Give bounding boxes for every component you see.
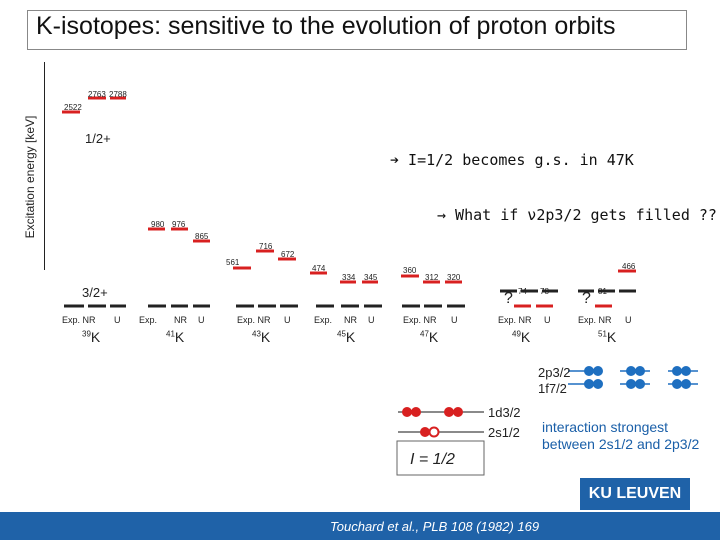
col-header: U bbox=[368, 315, 375, 325]
orbital-label-1f72: 1f7/2 bbox=[538, 381, 567, 396]
question-mark: ? bbox=[504, 290, 513, 307]
energy-label: 672 bbox=[281, 250, 295, 259]
isotope-label-k51: 51K bbox=[598, 329, 617, 345]
energy-label: 334 bbox=[342, 273, 356, 282]
orbital-label-2p32: 2p3/2 bbox=[538, 365, 571, 380]
slide-title: K-isotopes: sensitive to the evolution o… bbox=[36, 12, 616, 40]
energy-label: 716 bbox=[259, 242, 273, 251]
y-axis-line bbox=[44, 62, 45, 270]
col-header: U bbox=[198, 315, 205, 325]
isotope-label-k43: 43K bbox=[252, 329, 271, 345]
energy-label: 865 bbox=[195, 232, 209, 241]
energy-label: 980 bbox=[151, 220, 165, 229]
interaction-note: interaction strongest between 2s1/2 and … bbox=[542, 419, 700, 452]
orbital-label-1d32: 1d3/2 bbox=[488, 405, 521, 420]
energy-label: 976 bbox=[172, 220, 186, 229]
col-header: U bbox=[625, 315, 632, 325]
spin-label-half: 1/2+ bbox=[85, 131, 111, 146]
energy-label: 474 bbox=[312, 264, 326, 273]
isotope-label-k47: 47K bbox=[420, 329, 439, 345]
isotope-label-k39: 39K bbox=[82, 329, 101, 345]
energy-label: 2522 bbox=[64, 103, 82, 112]
col-header: Exp. NR bbox=[403, 315, 437, 325]
energy-label: 2763 bbox=[88, 90, 106, 99]
col-header: U bbox=[451, 315, 458, 325]
energy-label: 74 bbox=[518, 287, 527, 296]
col-header: Exp. NR bbox=[237, 315, 271, 325]
energy-label: 81 bbox=[598, 287, 607, 296]
col-header: Exp. bbox=[139, 315, 158, 325]
reference: Touchard et al., PLB 108 (1982) 169 bbox=[330, 519, 540, 534]
energy-label: 2788 bbox=[109, 90, 127, 99]
col-header: U bbox=[284, 315, 291, 325]
col-header: U bbox=[114, 315, 121, 325]
col-header: NR bbox=[174, 315, 187, 325]
col-header: NR bbox=[344, 315, 357, 325]
isotope-label-k41: 41K bbox=[166, 329, 185, 345]
col-header: Exp. NR bbox=[498, 315, 532, 325]
isotope-label-k49: 49K bbox=[512, 329, 531, 345]
question-mark: ? bbox=[582, 290, 591, 307]
orbital-label-2s12: 2s1/2 bbox=[488, 425, 520, 440]
col-header: U bbox=[544, 315, 551, 325]
what-if-note: → What if ν2p3/2 gets filled ?? bbox=[437, 206, 717, 224]
energy-label: 360 bbox=[403, 266, 417, 275]
energy-label: 345 bbox=[364, 273, 378, 282]
isotope-label-k45: 45K bbox=[337, 329, 356, 345]
footer-bar bbox=[0, 512, 720, 540]
col-header: Exp. NR bbox=[62, 315, 96, 325]
title-box bbox=[27, 10, 687, 50]
spin-label-three-half: 3/2+ bbox=[82, 285, 108, 300]
col-header: Exp. bbox=[314, 315, 333, 325]
energy-label: 312 bbox=[425, 273, 439, 282]
energy-label: 320 bbox=[447, 273, 461, 282]
gs-note: ➔ I=1/2 becomes g.s. in 47K bbox=[390, 151, 634, 169]
energy-label: 466 bbox=[622, 262, 636, 271]
col-header: Exp. NR bbox=[578, 315, 612, 325]
energy-label: 561 bbox=[226, 258, 240, 267]
ku-leuven-logo: KU LEUVEN bbox=[580, 478, 690, 510]
spin-value-box: I = 1/2 bbox=[410, 451, 455, 468]
energy-label: 78 bbox=[540, 287, 549, 296]
